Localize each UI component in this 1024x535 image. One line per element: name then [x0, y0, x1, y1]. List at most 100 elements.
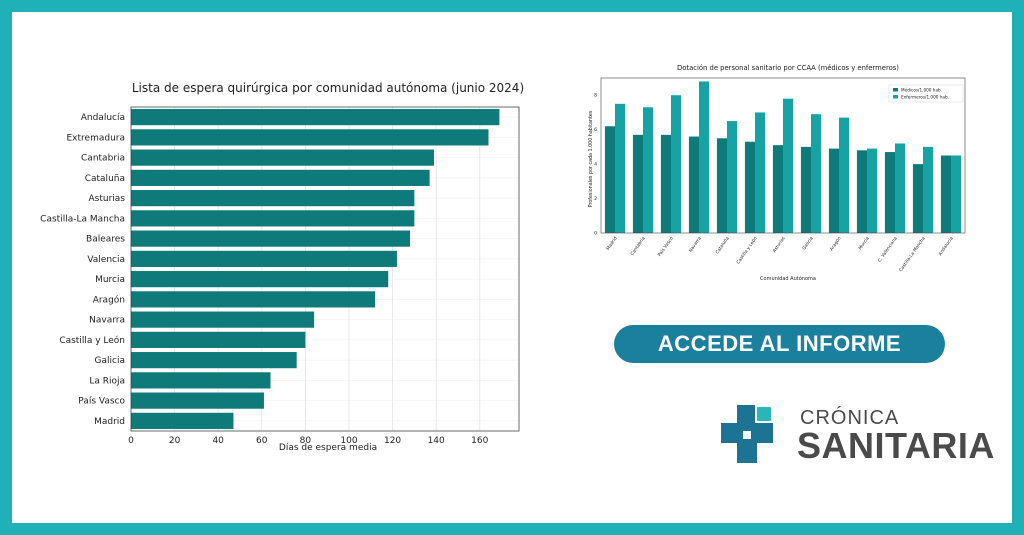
- chart2-bar: [699, 81, 710, 233]
- cronica-sanitaria-logo: CRÓNICA SANITARIA: [721, 405, 994, 466]
- chart2-category-label: Aragón: [828, 235, 843, 252]
- chart2-y-tick-label: 4: [594, 162, 597, 168]
- chart1-frame: [130, 106, 520, 432]
- chart2-bar: [940, 155, 951, 233]
- chart2-bar: [895, 143, 906, 233]
- chart1-xlabel: Días de espera media: [279, 443, 377, 452]
- chart1-category-label: Galicia: [95, 356, 125, 366]
- chart2-category-label: Castilla-La Mancha: [898, 235, 927, 273]
- chart1-category-label: Extremadura: [67, 133, 126, 143]
- chart1-category-label: La Rioja: [89, 376, 125, 386]
- chart1-category-label: Cantabria: [81, 154, 125, 164]
- chart2-bar: [828, 148, 839, 233]
- chart1-x-tick-label: 100: [340, 436, 357, 446]
- chart2-category-label: Asturias: [772, 235, 788, 254]
- chart1-x-tick-label: 60: [256, 436, 268, 446]
- chart2-bar: [604, 126, 615, 233]
- chart1-category-label: Madrid: [94, 417, 125, 427]
- chart1-bar: [131, 109, 500, 126]
- chart2-bar: [744, 141, 755, 233]
- chart2-bar: [632, 134, 643, 233]
- chart2-category-label: C. Valenciana: [877, 235, 899, 263]
- chart2-bar: [688, 136, 699, 233]
- chart1-bar: [131, 210, 415, 227]
- chart1-bar: [131, 311, 315, 328]
- chart1-category-label: Asturias: [89, 194, 126, 204]
- chart1-bar: [131, 392, 264, 409]
- access-report-button[interactable]: ACCEDE AL INFORME: [614, 325, 945, 363]
- chart1-bar: [131, 250, 397, 267]
- chart1-bar: [131, 372, 271, 389]
- chart2-bar: [755, 112, 766, 233]
- chart2-category-label: Cantabria: [629, 235, 646, 256]
- chart2-category-label: Murcia: [857, 235, 870, 251]
- chart2-xlabel: Comunidad Autónoma: [760, 275, 816, 282]
- chart2-category-label: Cataluña: [714, 235, 730, 255]
- chart1-bar: [131, 352, 297, 369]
- chart2-bar: [783, 98, 794, 233]
- chart2-title: Dotación de personal sanitario por CCAA …: [677, 64, 899, 72]
- chart2-bar: [923, 146, 934, 233]
- chart1-bar: [131, 331, 306, 348]
- chart1-x-tick-label: 80: [300, 436, 312, 446]
- chart2-y-tick-label: 2: [594, 196, 597, 202]
- chart1-x-tick-label: 160: [471, 436, 488, 446]
- chart2-bar: [772, 145, 783, 233]
- card: Lista de espera quirúrgica por comunidad…: [12, 12, 1012, 523]
- chart1-category-label: Aragón: [93, 294, 125, 305]
- legend-swatch-enfermeros: [893, 95, 898, 99]
- legend-swatch-medicos: [893, 88, 898, 92]
- logo-text-top: CRÓNICA: [800, 407, 900, 429]
- chart1-bar: [131, 149, 434, 166]
- chart2-bar: [867, 148, 878, 233]
- chart2-y-tick-label: 8: [594, 93, 597, 99]
- chart2-bar: [912, 164, 923, 233]
- chart1-bar: [131, 230, 411, 247]
- legend-box: [888, 84, 964, 103]
- legend-label-enfermeros: Enfermeros/1.000 hab.: [901, 95, 949, 100]
- chart1-bar: [131, 169, 430, 186]
- chart1-bar: [131, 271, 389, 288]
- chart1-category-label: Castilla y León: [59, 335, 125, 346]
- chart1-bar: [131, 129, 489, 146]
- chart2-y-tick-label: 6: [594, 127, 597, 133]
- chart2-legend: Médicos/1.000 hab. Enfermeros/1.000 hab.: [888, 84, 964, 103]
- chart1-x-tick-label: 20: [169, 436, 181, 446]
- logo-text-bottom: SANITARIA: [797, 425, 995, 466]
- chart1-x-tick-label: 120: [384, 436, 401, 446]
- chart2-bar: [839, 117, 850, 233]
- chart1-x-tick-label: 140: [428, 436, 445, 446]
- chart1-category-label: Valencia: [87, 255, 125, 265]
- chart2-bar: [856, 150, 867, 233]
- chart2-category-label: Andalucía: [937, 235, 955, 257]
- chart1-category-label: Andalucía: [81, 113, 125, 123]
- chart2-bar: [951, 155, 962, 233]
- chart2-ylabel: Profesionales por cada 1.000 habitantes: [588, 110, 594, 207]
- chart2-y-tick-label: 0: [594, 231, 597, 237]
- chart2-bar: [811, 114, 822, 233]
- waiting-list-chart: Lista de espera quirúrgica por comunidad…: [40, 81, 524, 452]
- chart1-title: Lista de espera quirúrgica por comunidad…: [132, 81, 524, 95]
- chart1-x-tick-label: 0: [128, 436, 134, 446]
- chart1-x-tick-label: 40: [212, 436, 224, 446]
- chart1-bar: [131, 291, 376, 308]
- chart2-bar: [884, 152, 895, 233]
- chart1-category-label: Baleares: [86, 235, 125, 245]
- chart2-bar: [615, 103, 626, 233]
- chart1-category-label: País Vasco: [78, 397, 125, 407]
- chart1-category-label: Castilla-La Mancha: [40, 214, 125, 224]
- chart2-bar: [643, 107, 654, 233]
- chart1-bar: [131, 412, 234, 429]
- chart1-bar: [131, 190, 415, 207]
- chart2-bar: [716, 138, 727, 233]
- chart1-category-label: Navarra: [89, 316, 125, 326]
- chart2-bar: [671, 95, 682, 233]
- chart2-bar: [800, 146, 811, 233]
- chart2-bar: [727, 121, 738, 233]
- chart2-category-label: País Vasco: [656, 235, 675, 258]
- chart2-frame: [600, 77, 966, 234]
- chart1-category-label: Cataluña: [85, 174, 125, 184]
- staffing-chart: Dotación de personal sanitario por CCAA …: [588, 64, 966, 282]
- chart2-bar: [660, 134, 671, 233]
- chart2-category-label: Madrid: [605, 236, 619, 252]
